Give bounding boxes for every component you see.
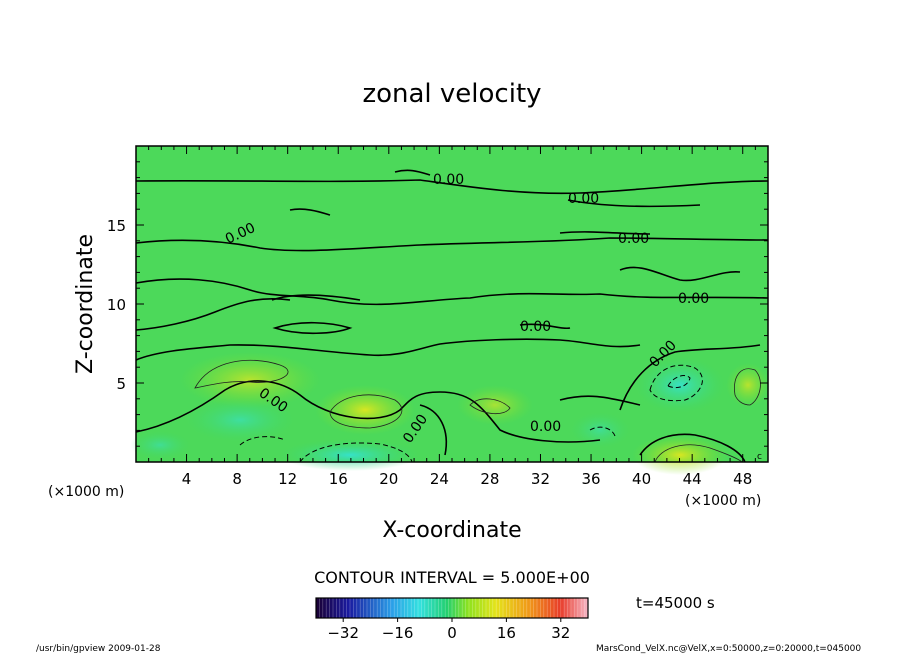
contour-label: 0.00 <box>520 319 551 335</box>
x-tick-label: 44 <box>683 470 702 488</box>
x-tick-label: 28 <box>480 470 499 488</box>
contour-lines-negative <box>239 364 703 463</box>
chart-title: zonal velocity <box>362 79 541 109</box>
plot-area: 0.00 0.00 0.00 0.00 0.00 0.00 0.00 0.00 … <box>130 145 770 475</box>
time-label: t=45000 s <box>636 594 715 612</box>
color-bar: −32 −16 0 16 32 <box>315 597 589 642</box>
color-bar-ticks: −32 −16 0 16 32 <box>327 618 570 642</box>
contour-label: 0.00 <box>568 191 599 207</box>
contour-lines-thin <box>194 359 761 463</box>
corner-mark: c <box>757 452 762 462</box>
x-tick-label: 4 <box>182 470 192 488</box>
x-tick-label: 48 <box>733 470 752 488</box>
x-tick-label: 20 <box>379 470 398 488</box>
x-tick-label: 40 <box>632 470 651 488</box>
x-tick-label: 8 <box>232 470 242 488</box>
color-bar-tick-label: 32 <box>551 624 570 642</box>
contour-label: 0.00 <box>433 172 464 188</box>
field-shading <box>130 352 770 475</box>
x-tick-label: 16 <box>329 470 348 488</box>
y-axis: 5 10 15 <box>107 145 768 463</box>
contour-lines <box>135 169 769 463</box>
color-bar-gradient <box>316 598 588 618</box>
y-tick-label: 10 <box>107 296 126 314</box>
x-tick-label: 32 <box>531 470 550 488</box>
x-tick-label: 12 <box>278 470 297 488</box>
color-bar-tick-label: −32 <box>327 624 359 642</box>
contour-interval: CONTOUR INTERVAL = 5.000E+00 <box>314 568 590 587</box>
contour-label: 0.00 <box>530 419 561 435</box>
y-axis-label: Z-coordinate <box>73 234 98 374</box>
x-axis-unit-right: (×1000 m) <box>685 493 761 509</box>
y-tick-label: 15 <box>107 217 126 235</box>
y-tick-label: 5 <box>116 375 126 393</box>
contour-labels: 0.00 0.00 0.00 0.00 0.00 0.00 0.00 0.00 … <box>223 172 709 446</box>
x-axis-unit-left: (×1000 m) <box>48 484 124 500</box>
color-bar-tick-label: −16 <box>382 624 414 642</box>
color-bar-tick-label: 0 <box>447 624 457 642</box>
x-axis: 4 8 12 16 20 24 28 32 36 40 44 48 <box>135 146 769 488</box>
contour-label: 0.00 <box>678 291 709 307</box>
x-axis-label: X-coordinate <box>382 518 521 543</box>
contour-label: 0.00 <box>618 231 649 247</box>
color-bar-stripes <box>315 598 589 618</box>
x-tick-label: 24 <box>430 470 449 488</box>
x-tick-label: 36 <box>581 470 600 488</box>
footer-left: /usr/bin/gpview 2009-01-28 <box>36 644 161 654</box>
footer-right: MarsCond_VelX.nc@VelX,x=0:50000,z=0:2000… <box>596 644 861 654</box>
color-bar-tick-label: 16 <box>497 624 516 642</box>
